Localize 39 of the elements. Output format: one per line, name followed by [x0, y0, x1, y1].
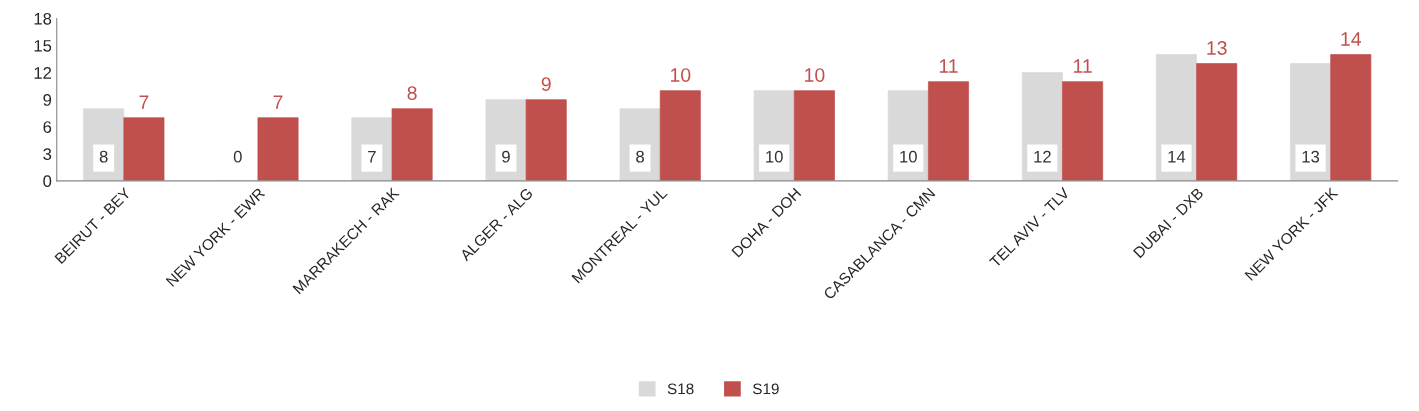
data-label: 9	[502, 150, 510, 163]
data-label: 13	[1207, 41, 1227, 55]
data-label: 8	[636, 150, 644, 163]
y-tick-label: 6	[43, 121, 52, 133]
bar	[1062, 81, 1104, 181]
data-label: 7	[368, 150, 376, 163]
bar	[391, 108, 433, 181]
y-tick-label: 15	[34, 40, 52, 52]
data-label: 0	[233, 150, 242, 163]
y-tick-label: 18	[34, 12, 52, 25]
bar	[525, 99, 567, 181]
data-label: 7	[139, 95, 149, 109]
y-tick-label: 0	[43, 175, 52, 188]
y-tick-label: 3	[43, 148, 52, 160]
bar	[1196, 63, 1238, 181]
data-label: 11	[1073, 59, 1092, 73]
bar	[123, 117, 165, 181]
data-label: 14	[1341, 32, 1362, 46]
data-label: 8	[99, 150, 108, 163]
data-label: 13	[1302, 150, 1320, 163]
data-label: 12	[1034, 150, 1051, 163]
data-label: 14	[1168, 150, 1186, 163]
bar	[928, 81, 969, 181]
data-label: 10	[805, 68, 825, 82]
bar	[1330, 54, 1372, 181]
legend-label: S18	[667, 383, 694, 395]
data-label: 10	[670, 68, 691, 82]
y-tick-label: 9	[43, 94, 52, 106]
bar	[257, 117, 299, 181]
bar	[793, 90, 835, 181]
data-label: 7	[273, 95, 283, 109]
data-label: 9	[541, 77, 551, 91]
data-label: 11	[939, 59, 958, 73]
legend-label: S19	[752, 383, 779, 395]
data-label: 8	[407, 86, 417, 100]
data-label: 10	[900, 150, 917, 163]
bar	[659, 90, 701, 181]
y-tick-label: 12	[34, 67, 52, 79]
data-label: 10	[766, 150, 783, 163]
